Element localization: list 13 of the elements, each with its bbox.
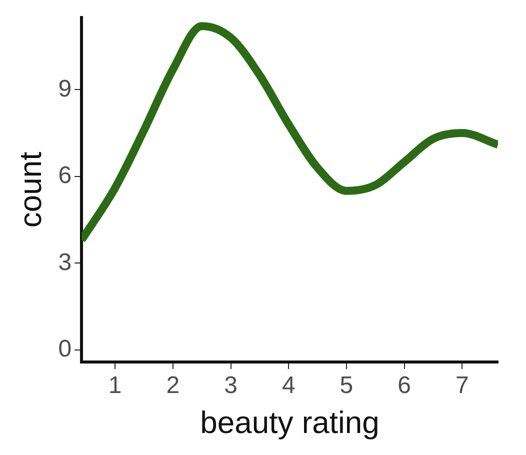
y-tick-label: 9: [58, 75, 72, 102]
x-axis-title: beauty rating: [200, 404, 380, 440]
x-tick-label: 1: [108, 372, 122, 400]
x-tick-label: 5: [340, 372, 354, 400]
x-tick-label: 6: [398, 372, 411, 400]
x-tick-label: 3: [224, 372, 238, 400]
x-tick-label: 2: [166, 372, 180, 400]
y-tick-label: 6: [58, 162, 72, 190]
y-tick-label: 0: [58, 335, 72, 362]
x-tick-label: 4: [282, 372, 296, 400]
x-tick-label: 7: [455, 372, 469, 400]
y-axis-title: count: [13, 151, 48, 228]
y-tick-label: 3: [58, 248, 72, 276]
